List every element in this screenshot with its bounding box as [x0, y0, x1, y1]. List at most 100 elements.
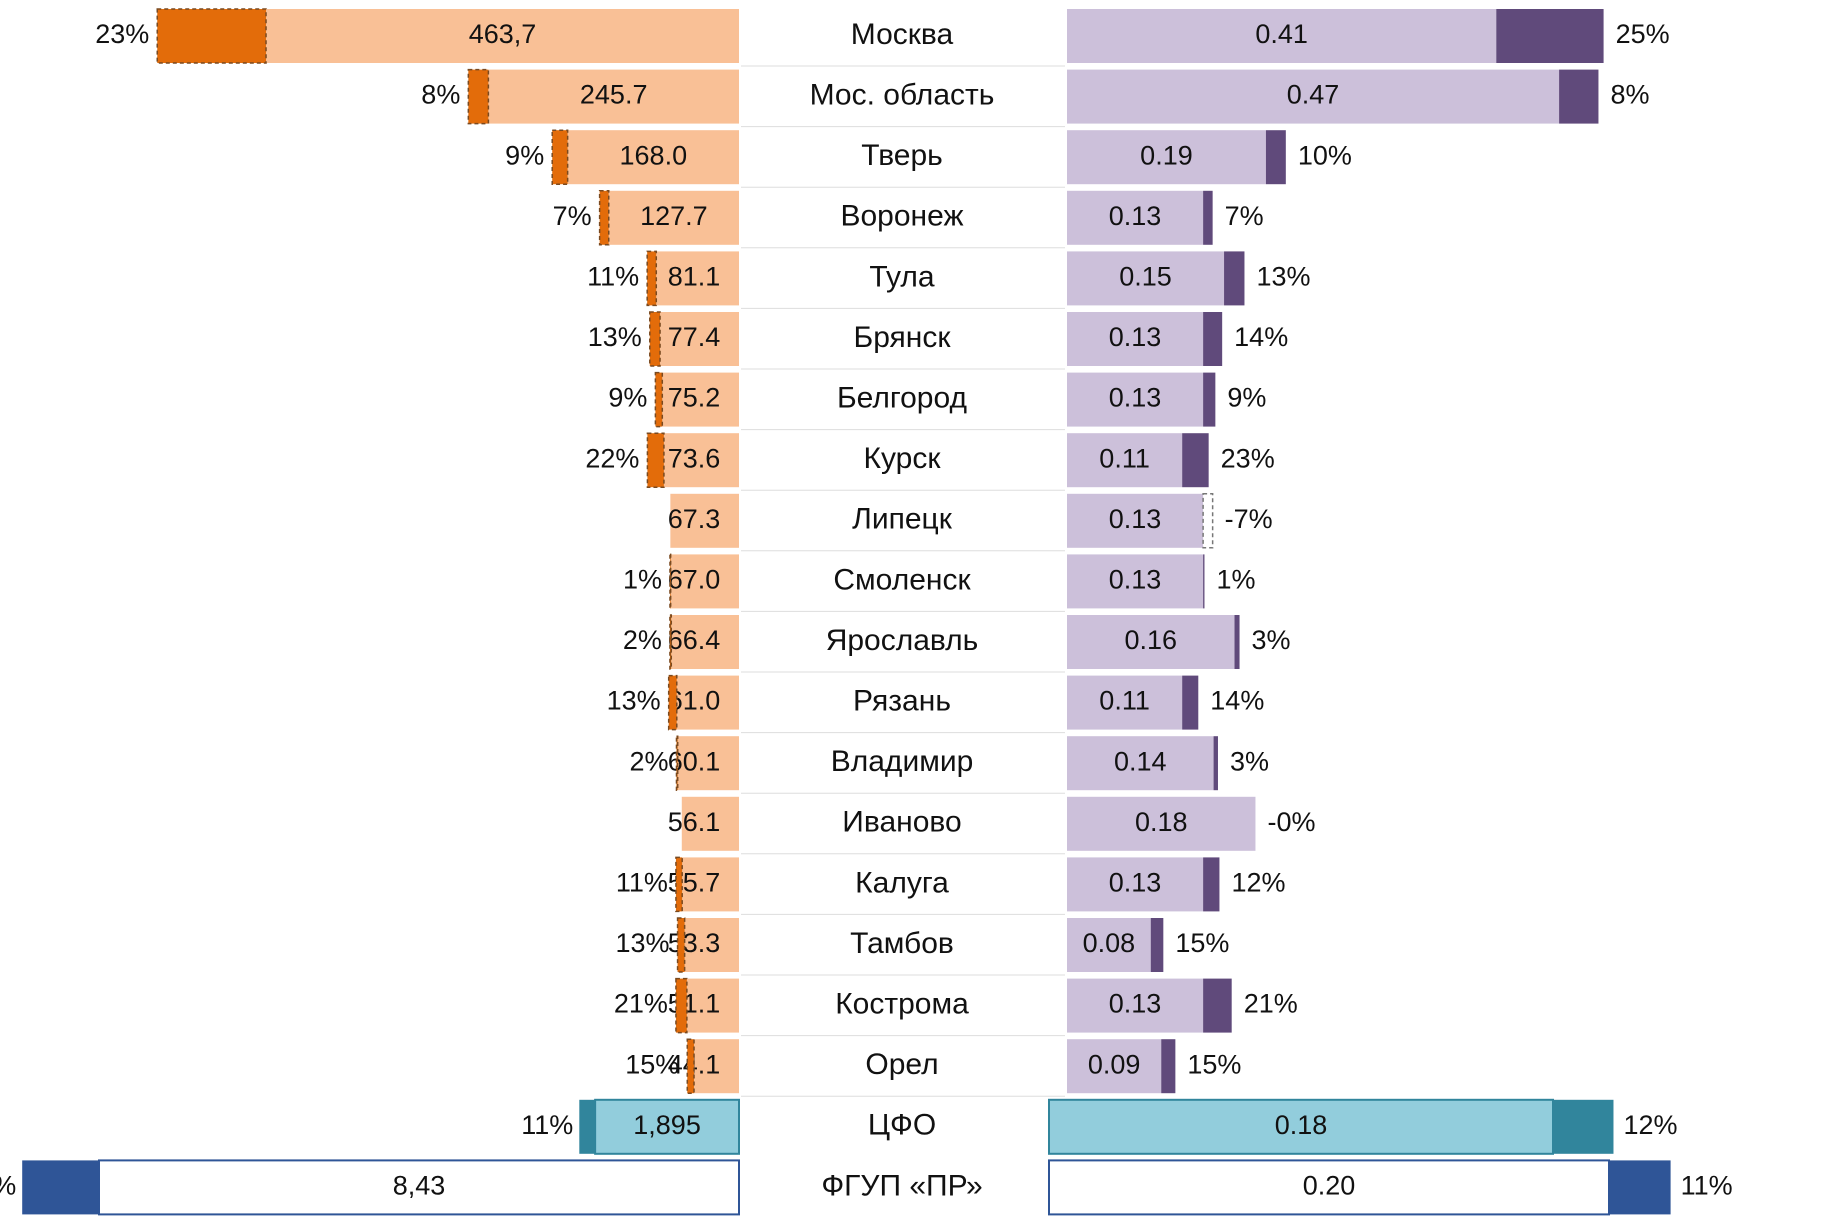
right-value-label: 0.41: [1255, 19, 1308, 49]
total-left-value-label: 1,895: [633, 1110, 701, 1140]
left-change-label: 21%: [614, 989, 668, 1019]
right-value-label: 0.11: [1099, 443, 1150, 473]
right-change-label: 10%: [1298, 140, 1352, 170]
right-change-label: 14%: [1234, 322, 1288, 352]
right-value-label: 0.15: [1119, 262, 1172, 292]
left-change-label: 9%: [505, 140, 544, 170]
left-value-label: 73.6: [668, 443, 721, 473]
total-left-change-label: 11%: [521, 1110, 573, 1140]
category-label: Иваново: [842, 806, 961, 839]
total-left-value-label: 8,43: [393, 1171, 446, 1201]
left-change-bar: [670, 554, 671, 608]
left-change-label: 15%: [625, 1049, 679, 1079]
total-right-change-label: 11%: [1681, 1171, 1733, 1201]
left-change-label: 8%: [421, 80, 460, 110]
right-change-bar: [1203, 373, 1215, 427]
right-value-label: 0.14: [1114, 746, 1167, 776]
right-change-label: 8%: [1610, 80, 1649, 110]
left-change-bar: [655, 373, 662, 427]
left-value-label: 75.2: [668, 383, 721, 413]
left-change-bar: [647, 433, 664, 487]
right-change-bar: [1203, 857, 1219, 911]
left-value-label: 66.4: [668, 625, 721, 655]
right-change-label: -7%: [1225, 504, 1273, 534]
right-change-bar: [1496, 9, 1603, 63]
right-change-bar: [1203, 191, 1213, 245]
left-change-bar: [687, 1039, 694, 1093]
right-change-label: 15%: [1175, 928, 1229, 958]
right-change-bar: [1151, 918, 1164, 972]
total-category-label: ФГУП «ПР»: [821, 1169, 982, 1202]
left-change-bar: [676, 736, 677, 790]
left-value-label: 127.7: [640, 201, 708, 231]
right-value-label: 0.08: [1083, 928, 1136, 958]
total-right-change-label: 12%: [1623, 1110, 1677, 1140]
right-value-label: 0.13: [1109, 868, 1162, 898]
left-change-bar: [676, 857, 682, 911]
right-change-label: 23%: [1221, 443, 1275, 473]
right-change-bar: [1214, 736, 1218, 790]
right-change-label: 1%: [1216, 565, 1255, 595]
left-change-bar: [552, 130, 567, 184]
left-change-bar: [670, 615, 671, 669]
total-right-value-label: 0.18: [1275, 1110, 1328, 1140]
right-value-label: 0.13: [1109, 504, 1162, 534]
category-label: Брянск: [854, 321, 952, 354]
left-value-label: 60.1: [668, 746, 721, 776]
right-change-bar: [1203, 494, 1213, 548]
right-change-label: 21%: [1244, 989, 1298, 1019]
total-right-change-bar: [1609, 1160, 1671, 1214]
left-change-label: 22%: [585, 443, 639, 473]
left-value-label: 67.0: [668, 565, 721, 595]
left-value-label: 56.1: [668, 807, 721, 837]
left-value-label: 168.0: [620, 140, 688, 170]
left-change-label: 1%: [623, 565, 662, 595]
left-change-bar: [600, 191, 609, 245]
right-change-label: 25%: [1616, 19, 1670, 49]
left-value-label: 463,7: [469, 19, 537, 49]
right-change-label: 15%: [1187, 1049, 1241, 1079]
right-change-label: 14%: [1210, 686, 1264, 716]
right-change-bar: [1203, 979, 1232, 1033]
left-change-label: 11%: [587, 262, 639, 292]
right-change-label: 3%: [1230, 746, 1269, 776]
left-change-label: 11%: [616, 868, 668, 898]
category-label: Тверь: [861, 139, 943, 172]
total-left-change-bar: [22, 1160, 99, 1214]
left-change-bar: [669, 676, 677, 730]
left-change-bar: [468, 70, 488, 124]
left-value-label: 67.3: [668, 504, 721, 534]
right-value-label: 0.47: [1287, 80, 1340, 110]
left-change-label: 13%: [616, 928, 670, 958]
total-left-change-bar: [579, 1100, 595, 1154]
category-label: Калуга: [855, 866, 949, 899]
right-change-bar: [1224, 251, 1244, 305]
category-label: Тамбов: [850, 927, 954, 960]
left-change-label: 2%: [623, 625, 662, 655]
right-change-bar: [1182, 433, 1208, 487]
right-value-label: 0.13: [1109, 383, 1162, 413]
left-change-label: 9%: [608, 383, 647, 413]
left-change-bar: [650, 312, 660, 366]
total-right-change-bar: [1553, 1100, 1613, 1154]
right-change-label: 9%: [1227, 383, 1266, 413]
right-change-bar: [1235, 615, 1240, 669]
right-value-label: 0.13: [1109, 989, 1162, 1019]
right-value-label: 0.11: [1099, 686, 1150, 716]
category-label: Смоленск: [833, 563, 971, 596]
category-label: Ярославль: [826, 624, 979, 657]
category-label: Курск: [864, 442, 942, 475]
left-value-label: 81.1: [668, 262, 721, 292]
right-change-bar: [1266, 130, 1286, 184]
left-change-bar: [647, 251, 656, 305]
right-value-label: 0.16: [1124, 625, 1177, 655]
category-label: Москва: [851, 18, 954, 51]
right-value-label: 0.13: [1109, 322, 1162, 352]
right-value-label: 0.13: [1109, 565, 1162, 595]
total-left-change-label: 12%: [0, 1171, 16, 1201]
right-value-label: 0.09: [1088, 1049, 1141, 1079]
left-value-label: 53.3: [668, 928, 721, 958]
category-label: Орел: [865, 1048, 938, 1081]
left-value-label: 245.7: [580, 80, 648, 110]
total-category-label: ЦФО: [868, 1109, 936, 1142]
